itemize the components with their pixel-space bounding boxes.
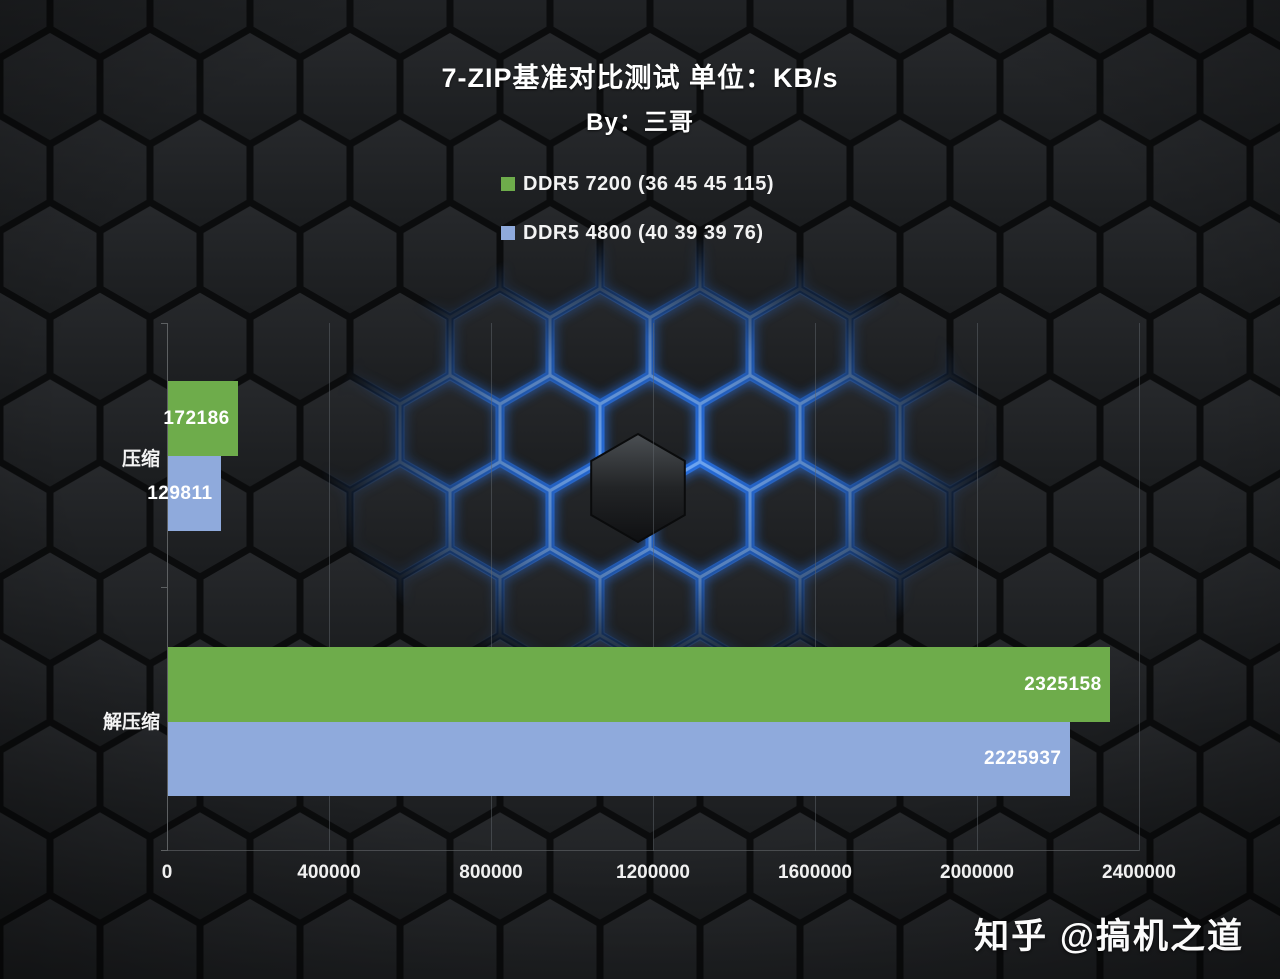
bar-value-label: 129811	[147, 482, 213, 504]
legend-label: DDR5 4800 (40 39 39 76)	[523, 221, 764, 244]
x-axis-line	[167, 850, 1139, 851]
x-axis-tick-label: 2400000	[1102, 862, 1176, 883]
gridline	[1139, 323, 1140, 851]
bar-decompression-ddr5-7200: 2325158	[168, 647, 1110, 722]
bar-value-label: 172186	[163, 407, 230, 429]
bar-compression-ddr5-7200: 172186	[163, 381, 238, 456]
category-label-compression: 压缩	[121, 449, 160, 470]
category-label-decompression: 解压缩	[102, 712, 160, 733]
y-axis-line	[167, 323, 168, 851]
y-axis-tick	[161, 323, 167, 324]
y-axis-tick	[161, 587, 167, 588]
y-axis-tick	[161, 850, 167, 851]
chart-title: 7-ZIP基准对比测试 单位：KB/s	[441, 63, 839, 93]
legend-item-ddr5-4800: DDR5 4800 (40 39 39 76)	[501, 220, 774, 246]
gridline	[815, 323, 816, 851]
gridline	[977, 323, 978, 851]
legend-label: DDR5 7200 (36 45 45 115)	[523, 172, 775, 195]
bar-decompression-ddr5-4800: 2225937	[168, 722, 1070, 796]
gridline	[491, 323, 492, 851]
x-axis-tick-label: 400000	[297, 862, 361, 883]
x-axis-tick-label: 2000000	[940, 862, 1014, 883]
legend-swatch-green	[501, 177, 515, 191]
x-axis-tick-label: 1200000	[616, 862, 690, 883]
x-axis-tick-label: 0	[161, 862, 173, 883]
bar-compression-ddr5-4800: 129811	[147, 456, 221, 531]
gridline	[653, 323, 654, 851]
gridline	[329, 323, 330, 851]
bar-value-label: 2225937	[984, 748, 1062, 769]
x-axis-tick-label: 1600000	[778, 862, 852, 883]
legend-item-ddr5-7200: DDR5 7200 (36 45 45 115)	[501, 171, 774, 197]
chart-subtitle: By：三哥	[586, 109, 694, 136]
legend: DDR5 7200 (36 45 45 115) DDR5 4800 (40 3…	[501, 171, 774, 269]
bar-value-label: 2325158	[1024, 673, 1102, 695]
legend-swatch-blue	[501, 226, 515, 240]
watermark: 知乎 @搞机之道	[974, 917, 1244, 956]
plot-area: 172186 129811 2325158 2225937	[147, 323, 1140, 851]
x-axis-tick-label: 800000	[459, 862, 523, 883]
